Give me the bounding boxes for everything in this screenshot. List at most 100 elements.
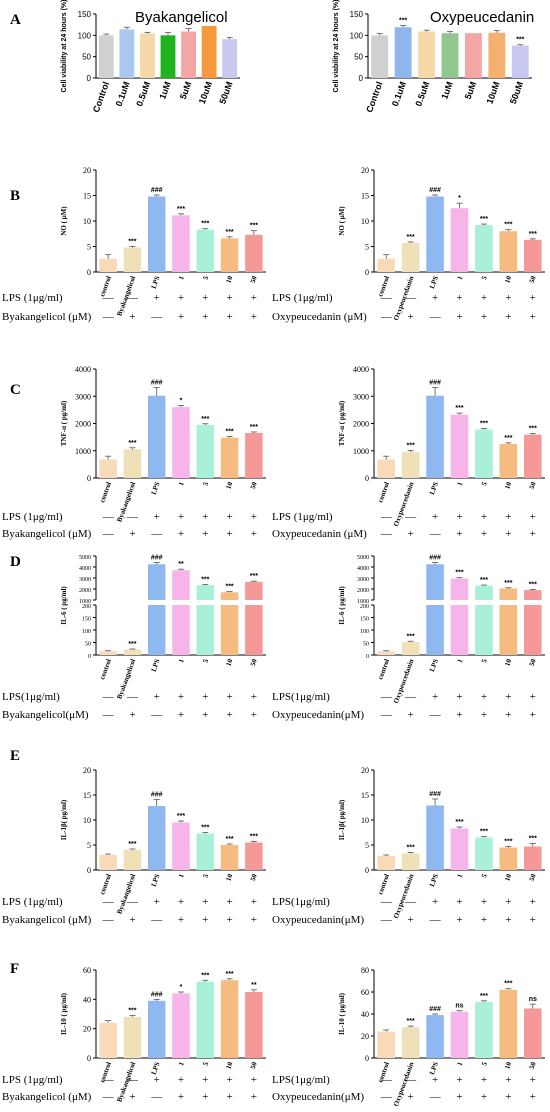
x-tick-label: 5 xyxy=(201,480,210,486)
treatment-mark: + xyxy=(505,528,511,540)
significance-label: *** xyxy=(225,971,233,978)
significance-label: ns xyxy=(455,1003,463,1010)
x-tick-label: 50 xyxy=(528,657,538,667)
y-tick-label: 3000 xyxy=(79,577,91,583)
x-tick-label: LPS xyxy=(428,873,440,888)
treatment-mark: — xyxy=(404,691,417,703)
treatment-mark: — xyxy=(380,528,393,540)
significance-label: *** xyxy=(128,1007,136,1014)
treatment-mark: — xyxy=(429,914,442,926)
significance-label: *** xyxy=(250,223,258,230)
significance-label: *** xyxy=(407,845,415,852)
bar xyxy=(475,429,493,478)
significance-label: *** xyxy=(407,442,415,449)
x-tick-label: 1 xyxy=(177,480,186,486)
bar xyxy=(377,856,396,870)
significance-label: ### xyxy=(429,1006,441,1013)
x-tick-label: 10uM xyxy=(484,80,501,105)
x-tick-label: 50 xyxy=(528,872,538,882)
treatment-mark: — xyxy=(126,896,139,908)
significance-label: *** xyxy=(201,221,209,228)
bar xyxy=(377,258,396,272)
bar xyxy=(123,649,142,655)
bar xyxy=(499,443,518,478)
treatment-mark: + xyxy=(226,1074,232,1086)
treatment-mark: + xyxy=(530,1091,536,1103)
treatment-mark: + xyxy=(202,896,208,908)
treatment-mark: + xyxy=(505,896,511,908)
bar xyxy=(464,33,482,78)
x-tick-label: 10 xyxy=(225,480,235,490)
y-tick-label: 1000 xyxy=(357,599,369,605)
significance-label: *** xyxy=(128,440,136,447)
bar xyxy=(499,605,518,655)
treatment-mark: + xyxy=(530,914,536,926)
x-tick-label: LPS xyxy=(428,1061,440,1076)
treatment-mark: + xyxy=(129,1091,135,1103)
treatment-mark: — xyxy=(102,691,115,703)
treatment-mark: + xyxy=(178,292,184,304)
treatment-row-label: LPS(1μg/ml) xyxy=(272,1074,330,1086)
bar xyxy=(172,215,190,272)
treatment-mark: + xyxy=(481,1074,487,1086)
treatment-row-label: LPS(1μg/ml) xyxy=(272,691,330,703)
treatment-mark: — xyxy=(380,292,393,304)
bar xyxy=(401,452,420,478)
treatment-mark: + xyxy=(251,1074,257,1086)
bar xyxy=(499,588,518,600)
treatment-mark: + xyxy=(530,311,536,323)
y-tick-label: 2000 xyxy=(357,588,369,594)
treatment-mark: + xyxy=(251,896,257,908)
bar xyxy=(426,1015,444,1058)
significance-label: *** xyxy=(225,429,233,436)
treatment-row-label: LPS(1μg/ml) xyxy=(272,896,330,908)
bar xyxy=(475,585,493,600)
y-tick-label: 5000 xyxy=(79,555,91,561)
y-tick-label: 0 xyxy=(359,74,364,83)
bar xyxy=(147,196,166,272)
significance-label: ** xyxy=(251,982,257,989)
y-axis-label: TNF-α ( pg/ml) xyxy=(60,400,68,446)
treatment-mark: — xyxy=(126,292,139,304)
treatment-mark: + xyxy=(505,914,511,926)
y-axis-label: TNF-α ( pg/ml) xyxy=(338,400,346,446)
treatment-mark: + xyxy=(226,292,232,304)
x-tick-label: 0.5uM xyxy=(134,80,152,107)
bar xyxy=(220,605,239,655)
y-tick-label: 200 xyxy=(360,604,369,610)
significance-label: ### xyxy=(151,792,163,799)
y-tick-label: 150 xyxy=(360,617,369,623)
significance-label: *** xyxy=(407,234,415,241)
bar xyxy=(245,234,263,272)
treatment-mark: — xyxy=(102,511,115,523)
treatment-row-label: Oxypeucedanin (μM) xyxy=(272,528,367,540)
y-tick-label: 4000 xyxy=(357,566,369,572)
y-tick-label: 20 xyxy=(83,766,91,775)
significance-label: ### xyxy=(429,380,441,387)
significance-label: ### xyxy=(151,991,163,998)
y-tick-label: 100 xyxy=(350,31,364,40)
treatment-mark: + xyxy=(178,709,184,721)
significance-label: ### xyxy=(151,380,163,387)
treatment-mark: + xyxy=(251,292,257,304)
significance-label: *** xyxy=(504,222,512,229)
treatment-mark: + xyxy=(178,1091,184,1103)
x-tick-label: 5 xyxy=(201,872,210,878)
significance-label: *** xyxy=(480,577,488,584)
bar xyxy=(450,578,469,600)
y-tick-label: 10 xyxy=(361,816,369,825)
treatment-mark: + xyxy=(129,311,135,323)
y-tick-label: 0 xyxy=(366,654,369,660)
treatment-mark: — xyxy=(429,1091,442,1103)
y-tick-label: 10 xyxy=(83,816,91,825)
panel-label-E: E xyxy=(10,748,20,764)
bar xyxy=(523,434,542,478)
bar xyxy=(499,989,518,1058)
panel-label-A: A xyxy=(10,12,21,28)
significance-label: ** xyxy=(178,561,184,568)
x-tick-label: 5 xyxy=(480,1060,489,1066)
significance-label: *** xyxy=(529,231,537,238)
y-tick-label: 2000 xyxy=(353,420,369,429)
bar xyxy=(245,605,263,655)
